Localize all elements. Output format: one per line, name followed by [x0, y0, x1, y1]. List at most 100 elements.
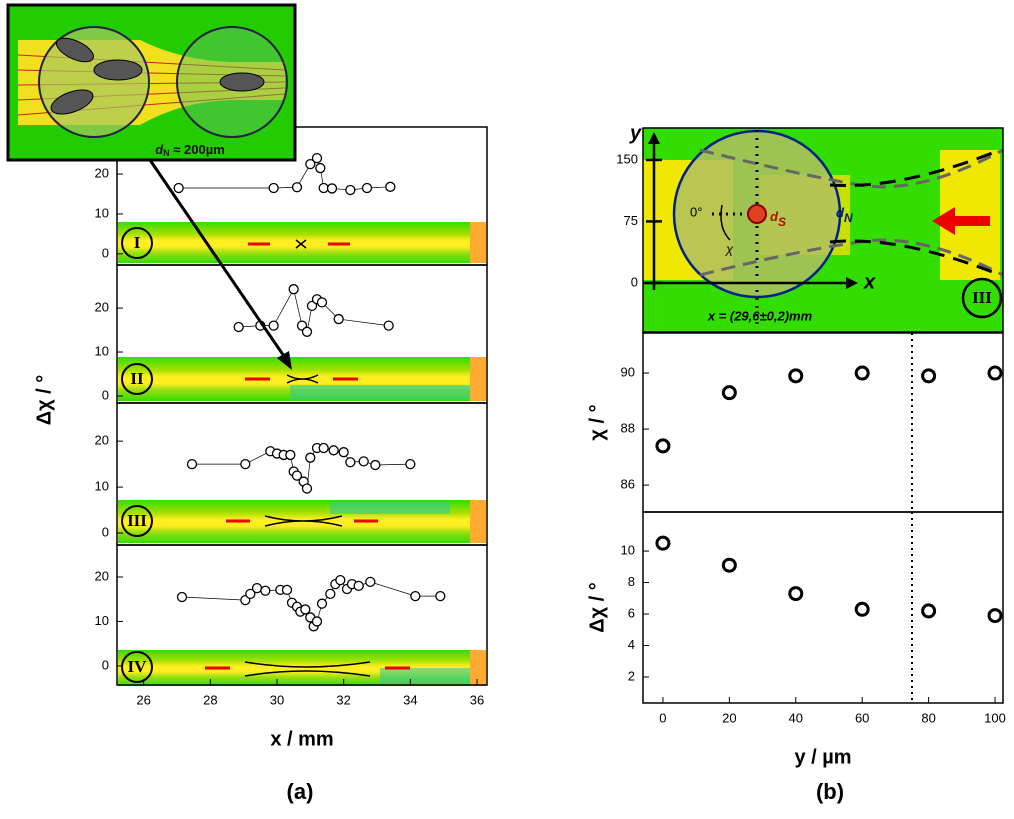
ds-sub: S: [778, 215, 786, 229]
data-point: [303, 327, 312, 336]
y-tick-label: 0: [102, 245, 109, 260]
data-point: [657, 537, 669, 549]
y-tick-label: 6: [628, 605, 635, 620]
data-point: [318, 298, 327, 307]
data-point: [293, 183, 302, 192]
data-point: [286, 450, 295, 459]
y-axis-label: Δχ / °: [586, 582, 608, 633]
x-tick-label: 30: [270, 692, 284, 707]
data-point: [406, 460, 415, 469]
strip-label: I: [134, 233, 141, 252]
dn-sub: N: [844, 211, 853, 225]
data-point: [269, 321, 278, 330]
plot-frame: [643, 512, 1003, 703]
y-tick-label: 20: [95, 166, 109, 181]
y-tick-label: 10: [621, 542, 635, 557]
y-tick-label: 10: [95, 205, 109, 220]
map-y-tick-label: 0: [631, 274, 638, 289]
data-point: [363, 184, 372, 193]
connector-line: [179, 158, 391, 190]
data-point: [334, 315, 343, 324]
data-point: [319, 444, 328, 453]
map-y-tick-label: 150: [616, 151, 638, 166]
position-label: x = (29,6±0,2)mm: [707, 308, 813, 323]
angle-label: 0°: [690, 204, 702, 219]
map-y-axis: y: [629, 122, 642, 144]
strip-label: III: [127, 511, 147, 530]
data-point: [411, 592, 420, 601]
region-label: III: [972, 288, 992, 307]
data-point: [723, 559, 735, 571]
x-tick-label: 26: [136, 692, 150, 707]
data-point: [188, 460, 197, 469]
data-point: [174, 184, 183, 193]
data-point: [301, 605, 310, 614]
data-point: [241, 460, 250, 469]
inset-rest: ≈ 200µm: [170, 142, 225, 157]
data-point: [303, 484, 312, 493]
x-tick-label: 80: [921, 710, 935, 725]
figure: 01020I01020II01020III01020262830323436IV…: [0, 0, 1014, 814]
data-point: [366, 577, 375, 586]
data-point: [306, 453, 315, 462]
map-x-axis: x: [863, 271, 876, 293]
data-point: [723, 387, 735, 399]
data-point: [923, 370, 935, 382]
x-tick-label: 32: [336, 692, 350, 707]
y-tick-label: 90: [621, 364, 635, 379]
x-tick-label: 20: [722, 710, 736, 725]
x-tick-label: 40: [789, 710, 803, 725]
y-tick-label: 0: [102, 387, 109, 402]
data-point: [336, 576, 345, 585]
data-point: [318, 599, 327, 608]
data-point: [328, 184, 337, 193]
data-point: [989, 367, 1001, 379]
data-point: [326, 589, 335, 598]
x-tick-label: 60: [855, 710, 869, 725]
y-tick-label: 20: [95, 433, 109, 448]
data-point: [178, 593, 187, 602]
data-point: [269, 184, 278, 193]
data-point: [253, 584, 262, 593]
data-point: [436, 592, 445, 601]
plot-frame: [643, 333, 1003, 512]
inset: dN ≈ 200µm: [8, 5, 295, 370]
y-tick-label: 86: [621, 477, 635, 492]
data-point: [346, 186, 355, 195]
strip-label: IV: [128, 657, 148, 676]
x-tick-label: 100: [984, 710, 1006, 725]
data-point: [371, 461, 380, 470]
data-point: [234, 322, 243, 331]
data-point: [283, 585, 292, 594]
data-point: [289, 285, 298, 294]
map-y-tick-label: 75: [624, 213, 638, 228]
data-point: [339, 448, 348, 457]
caption-b: (b): [816, 779, 844, 804]
y-tick-label: 10: [95, 343, 109, 358]
data-point: [319, 184, 328, 193]
data-point: [329, 446, 338, 455]
data-point: [657, 440, 669, 452]
y-tick-label: 0: [102, 524, 109, 539]
data-point: [790, 588, 802, 600]
x-tick-label: 0: [659, 710, 666, 725]
y-tick-label: 4: [628, 637, 635, 652]
data-point: [923, 605, 935, 617]
y-axis-label: χ / °: [586, 404, 608, 440]
x-tick-label: 28: [203, 692, 217, 707]
data-point: [856, 603, 868, 615]
y-tick-label: 88: [621, 421, 635, 436]
y-tick-label: 8: [628, 574, 635, 589]
data-point: [354, 581, 363, 590]
x-tick-label: 36: [470, 692, 484, 707]
data-point: [346, 458, 355, 467]
x-tick-label: 34: [403, 692, 417, 707]
data-point: [386, 182, 395, 191]
data-point: [313, 617, 322, 626]
x-axis-label: y / µm: [794, 746, 851, 768]
data-point: [384, 321, 393, 330]
data-point: [261, 586, 270, 595]
y-tick-label: 10: [95, 479, 109, 494]
data-point: [856, 367, 868, 379]
data-point: [790, 370, 802, 382]
